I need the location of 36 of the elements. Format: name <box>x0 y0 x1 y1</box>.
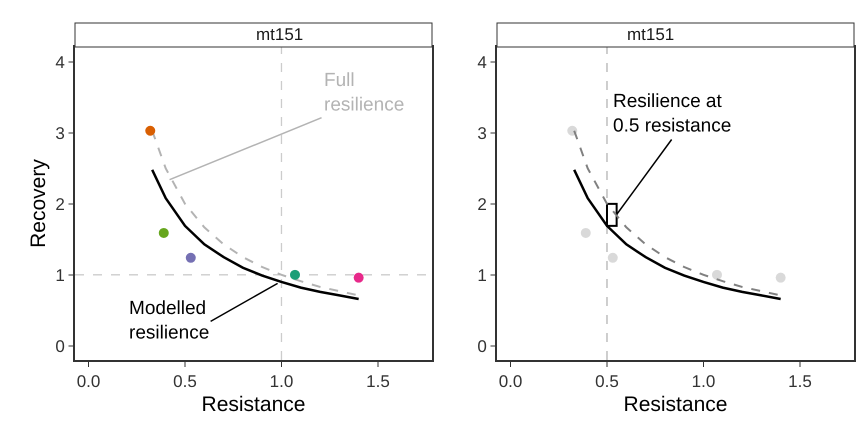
point <box>290 270 300 280</box>
y-axis-title: Recovery <box>27 158 50 248</box>
x-tick-label: 1.0 <box>270 372 294 392</box>
x-axis-title: Resistance <box>202 392 306 416</box>
chart-title: mt151 <box>627 25 674 44</box>
y-tick-label: 1 <box>55 266 65 285</box>
x-tick-label: 1.0 <box>692 372 716 392</box>
chart-title: mt151 <box>256 25 304 44</box>
point <box>354 272 364 283</box>
y-tick-label: 3 <box>477 124 487 143</box>
x-tick-label: 0.5 <box>173 372 197 392</box>
y-tick-label: 0 <box>477 336 487 356</box>
y-tick-label: 1 <box>477 266 487 285</box>
point <box>580 228 591 238</box>
x-tick-label: 1.5 <box>788 372 812 392</box>
y-tick-label: 2 <box>477 194 487 214</box>
x-tick-label: 0.0 <box>498 372 522 392</box>
y-tick-label: 0 <box>55 336 65 356</box>
annotation: Full resilience <box>324 70 404 116</box>
y-tick-label: 3 <box>55 124 65 143</box>
y-tick-label: 2 <box>55 194 65 214</box>
line-series <box>572 168 782 300</box>
x-tick-label: 1.5 <box>366 372 390 392</box>
point <box>145 126 156 136</box>
x-axis-title: Resistance <box>624 392 728 416</box>
x-tick-label: 0.5 <box>595 372 619 392</box>
point <box>158 228 169 238</box>
y-tick-label: 4 <box>477 52 487 72</box>
point <box>186 252 196 263</box>
point <box>608 252 618 263</box>
annotation: Resilience at 0.5 resistance <box>613 91 732 137</box>
point <box>776 272 786 283</box>
x-tick-label: 0.0 <box>76 372 100 392</box>
point <box>712 270 722 280</box>
annotation: Modelled resilience <box>129 298 210 344</box>
y-tick-label: 4 <box>55 52 65 72</box>
